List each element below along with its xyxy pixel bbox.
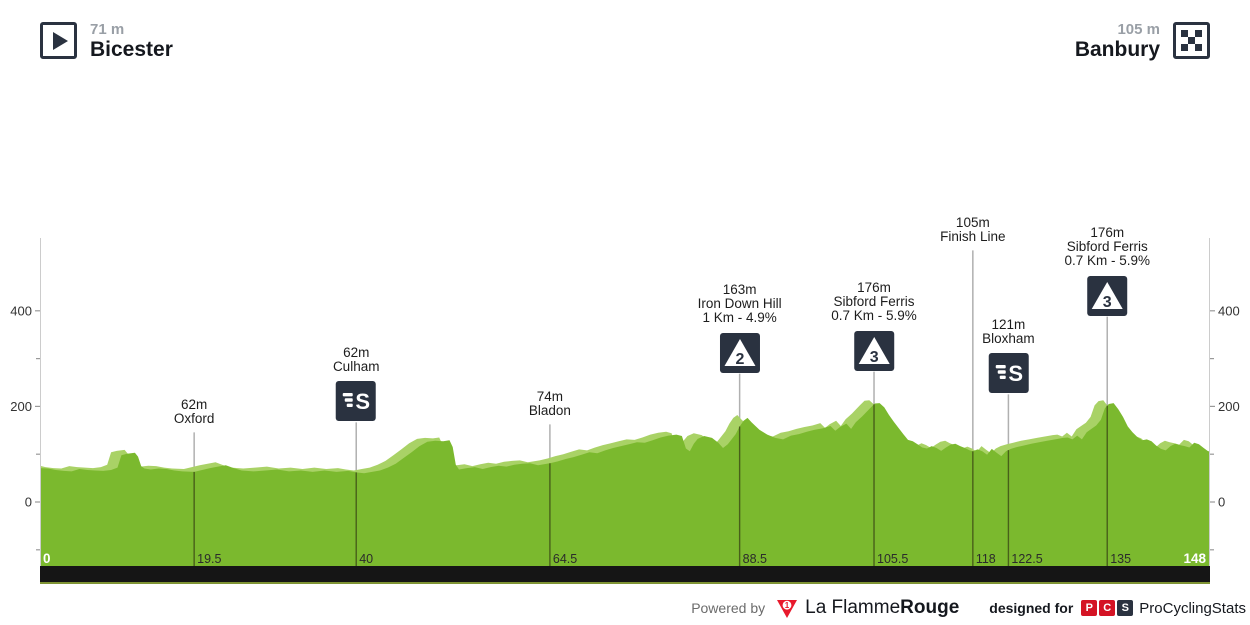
marker-label-line: Bladon (528, 403, 571, 419)
y-axis-label: 400 (1218, 303, 1240, 318)
marker-sibford-ferris: 176m Sibford Ferris 0.7 Km - 5.9% 3 (1064, 225, 1150, 316)
marker-culham: 62m Culham S (332, 345, 380, 422)
marker-bloxham: 121m Bloxham S (982, 317, 1035, 394)
marker-label-line: 0.7 Km - 5.9% (831, 308, 917, 324)
marker-label-line: 105m (955, 215, 990, 230)
x-axis-label: 105.5 (877, 552, 908, 566)
marker-label-line: 62m (343, 345, 370, 360)
x-axis-label: 0 (43, 551, 51, 566)
marker-sibford-ferris: 176m Sibford Ferris 0.7 Km - 5.9% 3 (831, 280, 917, 371)
marker-label-line: Finish Line (940, 229, 1006, 245)
finish-city: Banbury (1074, 38, 1160, 61)
x-axis-label: 40 (359, 552, 373, 566)
marker-bladon: 74m Bladon (528, 389, 571, 419)
marker-label-line: 176m (857, 280, 891, 295)
svg-text:S: S (356, 389, 371, 414)
x-axis-label: 88.5 (743, 552, 767, 566)
start-elevation: 71 m (90, 21, 125, 38)
footer: Powered by 1 La FlammeRouge designed for… (691, 594, 1246, 622)
marker-label-line: 0.7 Km - 5.9% (1064, 253, 1150, 269)
sprint-icon: S (343, 389, 371, 414)
start-header: 71 m Bicester (40, 22, 173, 62)
climb-cat-2-badge: 2 (719, 332, 760, 373)
y-axis-label: 0 (25, 495, 32, 510)
marker-label-line: 1 Km - 4.9% (702, 310, 777, 326)
marker-oxford: 62m Oxford (173, 397, 215, 427)
marker-label-line: Iron Down Hill (697, 296, 782, 312)
x-axis-label: 118 (976, 552, 996, 566)
marker-label-line: 62m (181, 397, 208, 412)
lfr-regular: La Flamme (805, 597, 901, 618)
climb-category-icon: 3 (858, 336, 890, 366)
climb-cat-3-badge: 3 (1087, 275, 1128, 316)
marker-label-line: 121m (991, 317, 1026, 332)
pcs-wordmark[interactable]: ProCyclingStats (1139, 599, 1246, 617)
y-axis-label: 200 (10, 399, 32, 414)
la-flamme-rouge-wordmark[interactable]: La FlammeRouge (805, 597, 959, 619)
distance-bar (40, 566, 1210, 582)
marker-label-line: Oxford (173, 411, 215, 427)
climb-cat-3-badge: 3 (854, 330, 895, 371)
finish-header: 105 m Banbury (1075, 22, 1210, 62)
finish-flag-icon (1173, 22, 1210, 59)
svg-text:S: S (1008, 361, 1023, 386)
start-flag-icon (40, 22, 77, 59)
svg-text:3: 3 (1103, 294, 1112, 311)
powered-by-label: Powered by (691, 600, 766, 616)
climb-category-icon: 3 (1091, 281, 1123, 311)
finish-elevation: 105 m (1117, 21, 1160, 38)
climb-category-icon: 2 (724, 338, 756, 368)
pcs-p-square: P (1081, 600, 1098, 616)
pcs-s-square: S (1117, 600, 1134, 616)
x-axis-label: 135 (1110, 552, 1131, 566)
la-flamme-rouge-icon: 1 (777, 599, 798, 618)
x-axis-label: 148 (1183, 551, 1206, 566)
x-axis-label: 122.5 (1011, 552, 1042, 566)
marker-finish-line: 105m Finish Line (940, 215, 1006, 245)
play-triangle-icon (53, 31, 68, 50)
marker-label-line: Culham (332, 359, 380, 375)
sprint-icon: S (995, 361, 1023, 386)
pcs-c-square: C (1099, 600, 1116, 616)
sprint-icon-badge: S (988, 353, 1029, 394)
svg-text:1: 1 (785, 601, 790, 610)
y-axis-label: 0 (1218, 495, 1225, 510)
marker-label-line: 176m (1090, 225, 1125, 240)
lfr-bold: Rouge (900, 597, 960, 618)
marker-label-line: 74m (536, 389, 564, 404)
distance-bar-underline (40, 582, 1210, 584)
checkered-flag-icon (1181, 30, 1202, 51)
marker-iron-down-hill: 163m Iron Down Hill 1 Km - 4.9% 2 (697, 282, 782, 373)
marker-label-line: Bloxham (982, 331, 1035, 347)
y-axis-label: 400 (10, 303, 32, 318)
x-axis-label: 19.5 (197, 552, 221, 566)
svg-text:3: 3 (870, 349, 879, 366)
y-axis-label: 200 (1218, 399, 1240, 414)
marker-label-line: Sibford Ferris (833, 294, 915, 310)
designed-for-label: designed for (989, 600, 1074, 616)
elevation-area (40, 403, 1210, 566)
sprint-icon-badge: S (336, 381, 377, 422)
marker-label-line: Sibford Ferris (1066, 239, 1148, 255)
pcs-logo-icon[interactable]: P C S (1081, 600, 1134, 616)
x-axis-label: 64.5 (553, 552, 577, 566)
svg-text:2: 2 (735, 351, 744, 368)
marker-label-line: 163m (722, 282, 757, 297)
start-city: Bicester (90, 38, 173, 61)
